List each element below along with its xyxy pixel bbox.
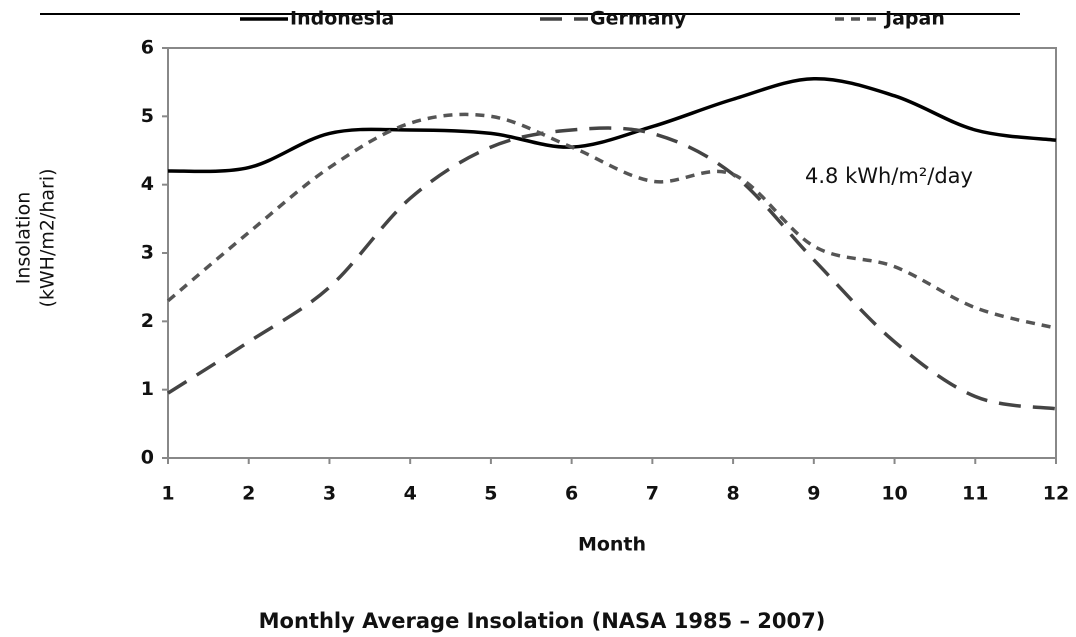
y-tick-label: 3 [141,242,154,264]
x-tick-label: 10 [881,483,907,505]
series-line [167,76,1057,174]
y-tick-label: 0 [141,447,154,469]
y-tick-label: 1 [141,378,154,400]
y-tick-label: 5 [141,105,154,127]
x-tick-label: 3 [323,483,336,505]
y-axis-label: (kWH/m2/hari) [37,168,59,307]
chart-title: Monthly Average Insolation (NASA 1985 – … [259,609,826,633]
legend-label: Japan [883,8,945,30]
legend-label: Indonesia [290,8,394,30]
annotation: 4.8 kWh/m²/day [805,164,973,188]
y-axis-label: Insolation [13,192,35,285]
plot-frame [167,47,1057,459]
x-tick-label: 7 [646,483,659,505]
x-tick-label: 6 [565,483,578,505]
y-tick-label: 4 [141,173,154,195]
x-tick-label: 9 [807,483,820,505]
legend-label: Germany [590,8,687,30]
x-tick-label: 2 [242,483,255,505]
x-tick-label: 4 [404,483,417,505]
y-tick-label: 2 [141,310,154,332]
x-tick-label: 12 [1043,483,1069,505]
x-tick-label: 1 [161,483,174,505]
series-line [167,126,1057,411]
x-tick-label: 5 [484,483,497,505]
y-tick-label: 6 [141,37,154,59]
x-tick-label: 11 [962,483,988,505]
x-axis-label: Month [578,534,646,556]
x-tick-label: 8 [726,483,739,505]
series-line [166,112,1057,330]
